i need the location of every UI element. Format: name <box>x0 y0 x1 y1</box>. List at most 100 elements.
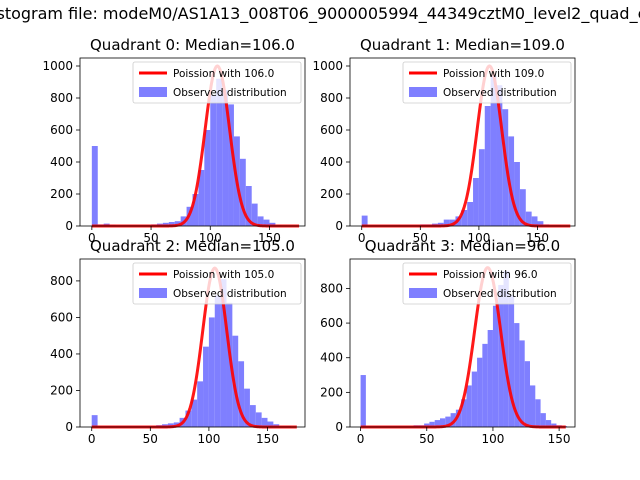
histogram-bar <box>210 94 217 226</box>
y-tick-label: 800 <box>50 274 73 288</box>
histogram-bar <box>167 423 174 427</box>
axes-frame <box>79 258 306 428</box>
histogram-bar <box>204 130 211 226</box>
legend: Poission with 106.0 Observed distribution <box>132 61 302 104</box>
histogram-bar <box>498 284 504 427</box>
legend: Poission with 109.0 Observed distribution <box>402 61 572 104</box>
legend: Poission with 96.0 Observed distribution <box>402 262 572 305</box>
histogram-bar <box>484 106 491 226</box>
x-tick-label: 150 <box>256 432 279 446</box>
histogram-bar <box>471 371 478 427</box>
y-tick-label: 1000 <box>42 59 73 73</box>
histogram-bar <box>477 357 483 427</box>
histogram-bar <box>226 302 233 427</box>
y-tick-label: 800 <box>50 91 73 105</box>
y-tick-label: 600 <box>50 310 73 324</box>
x-tick-label: 100 <box>197 432 220 446</box>
y-tick-label: 0 <box>65 219 73 233</box>
quadrant-title: Quadrant 0: Median=106.0 <box>90 36 295 54</box>
histogram-bar <box>461 399 467 427</box>
legend-fit-label: Poission with 106.0 <box>173 68 274 80</box>
histogram-bar <box>519 340 525 427</box>
legend-fit-label: Poission with 105.0 <box>173 269 274 281</box>
quadrant-title: Quadrant 2: Median=105.0 <box>90 237 295 255</box>
histogram-bar <box>537 221 544 226</box>
histogram-bar <box>531 216 538 226</box>
histogram-bar <box>251 203 258 226</box>
histogram-bar <box>443 219 450 226</box>
histogram-bar <box>174 221 181 226</box>
histogram-bar <box>429 421 435 427</box>
legend-box <box>402 262 572 305</box>
histogram-bar <box>551 423 557 427</box>
legend-box <box>132 61 302 104</box>
histogram-bar <box>437 222 444 226</box>
x-tick-label: 150 <box>526 231 549 245</box>
histogram-bar <box>91 415 98 427</box>
y-tick-label: 400 <box>320 155 343 169</box>
x-tick-label: 0 <box>357 432 365 446</box>
quadrant-1-panel: 0 50 100 150 0 200 400 600 800 1000 Poission with … <box>312 36 576 245</box>
histogram-bar <box>466 385 472 427</box>
histogram-bar <box>545 420 552 427</box>
histogram-bar <box>514 323 520 427</box>
histogram-bar <box>461 210 468 226</box>
axes-frame <box>349 57 576 227</box>
histogram-bar <box>220 279 227 427</box>
histogram-bar <box>228 104 234 226</box>
legend-hist-label: Observed distribution <box>173 288 287 300</box>
histogram-bar <box>487 330 493 427</box>
quadrant-2-panel: 0 50 100 150 0 200 400 600 800 Poission with 105.… <box>50 237 306 446</box>
histogram-bar <box>257 216 264 226</box>
x-tick-label: 0 <box>88 432 96 446</box>
y-tick-label: 0 <box>65 420 73 434</box>
legend-hist-swatch <box>139 288 167 298</box>
y-tick-label: 200 <box>50 187 73 201</box>
histogram-bar <box>519 189 526 226</box>
legend-hist-swatch <box>409 288 437 298</box>
x-tick-label: 50 <box>419 432 434 446</box>
histogram-bar <box>424 423 430 427</box>
x-tick-label: 0 <box>88 231 96 245</box>
y-tick-label: 400 <box>320 351 343 365</box>
histogram-bar <box>255 412 262 427</box>
x-tick-label: 50 <box>413 231 428 245</box>
histogram-bar <box>203 346 209 427</box>
legend-hist-label: Observed distribution <box>173 87 287 99</box>
x-tick-label: 50 <box>143 231 158 245</box>
histogram-bar <box>185 410 192 427</box>
y-tick-label: 0 <box>335 420 343 434</box>
histogram-bar <box>208 317 215 427</box>
x-tick-label: 100 <box>467 231 490 245</box>
histogram-bar <box>455 409 462 427</box>
histogram-bar <box>478 149 485 226</box>
histogram-bar <box>490 75 497 226</box>
x-tick-label: 100 <box>481 432 504 446</box>
histogram-bar <box>361 215 368 226</box>
histogram-bar <box>239 158 246 226</box>
axes-frame <box>349 258 576 428</box>
y-tick-label: 1000 <box>312 59 343 73</box>
histogram-bar <box>540 413 546 427</box>
histogram-bar <box>535 399 541 427</box>
legend: Poission with 105.0 Observed distribution <box>132 262 302 305</box>
histogram-bar <box>503 271 509 427</box>
histogram-bar <box>269 222 276 226</box>
x-tick-label: 150 <box>548 432 571 446</box>
histogram-bar <box>473 178 479 226</box>
histogram-bar <box>445 416 451 427</box>
histogram-bar <box>197 381 204 427</box>
x-tick-label: 50 <box>143 432 158 446</box>
x-tick-label: 0 <box>358 231 366 245</box>
quadrant-0-panel: 0 50 100 150 0 200 400 600 800 1000 Poission with … <box>42 36 306 245</box>
y-tick-label: 400 <box>50 155 73 169</box>
histogram-bar <box>360 375 366 427</box>
y-tick-label: 600 <box>320 316 343 330</box>
histogram-bar <box>244 388 250 427</box>
histogram-bar <box>496 85 503 226</box>
histogram-bar <box>508 295 515 427</box>
histogram-bar <box>467 202 474 226</box>
histogram-bar <box>216 78 223 226</box>
legend-box <box>402 61 572 104</box>
histogram-bar <box>524 361 530 427</box>
